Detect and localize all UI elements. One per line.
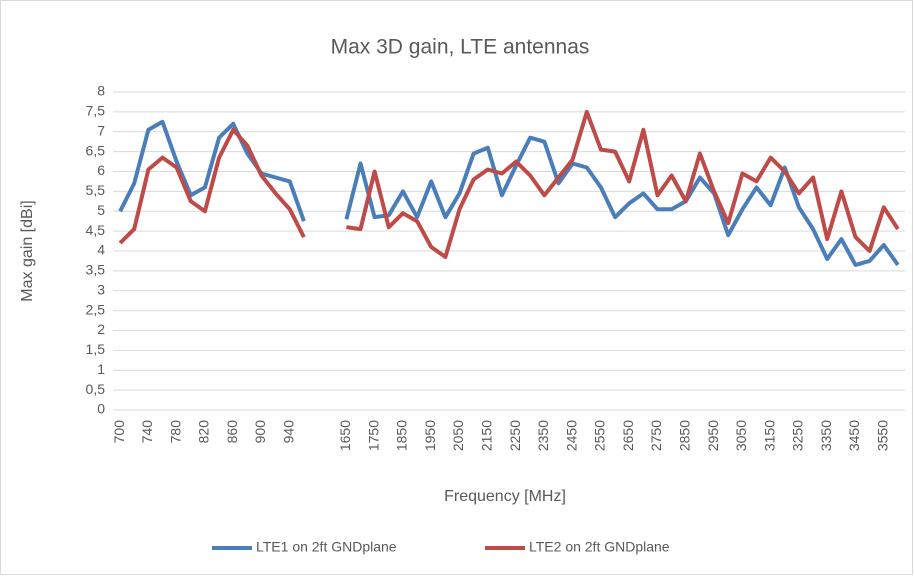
x-tick-label: 2950 — [705, 420, 721, 451]
y-tick-label: 1 — [97, 361, 105, 377]
y-tick-label: 2 — [97, 321, 105, 337]
y-tick-label: 8 — [97, 83, 105, 99]
y-tick-label: 5 — [97, 202, 105, 218]
x-tick-label: 2250 — [507, 420, 523, 451]
x-tick-label: 740 — [139, 420, 155, 444]
x-tick-label: 2450 — [563, 420, 579, 451]
y-tick-label: 6,5 — [86, 142, 106, 158]
y-tick-label: 6 — [97, 162, 105, 178]
x-tick-label: 3350 — [818, 420, 834, 451]
x-tick-label: 1750 — [365, 420, 381, 451]
x-tick-label: 940 — [280, 420, 296, 444]
x-tick-label: 3050 — [733, 420, 749, 451]
x-tick-label: 1850 — [394, 420, 410, 451]
y-tick-label: 0 — [97, 401, 105, 417]
series-line — [118, 109, 900, 259]
legend-label: LTE1 on 2ft GNDplane — [256, 539, 397, 555]
y-tick-label: 4 — [97, 242, 105, 258]
x-tick-label: 2150 — [478, 420, 494, 451]
series-line — [118, 119, 900, 267]
x-tick-label: 2350 — [535, 420, 551, 451]
legend-label: LTE2 on 2ft GNDplane — [529, 539, 670, 555]
x-tick-label: 2650 — [620, 420, 636, 451]
x-tick-label: 3450 — [846, 420, 862, 451]
x-tick-label: 2750 — [648, 420, 664, 451]
x-axis-label: Frequency [MHz] — [444, 488, 566, 505]
x-tick-label: 1950 — [422, 420, 438, 451]
x-tick-label: 820 — [196, 420, 212, 444]
x-tick-label: 1650 — [337, 420, 353, 451]
y-tick-label: 0,5 — [86, 381, 106, 397]
y-tick-label: 4,5 — [86, 222, 106, 238]
x-tick-label: 3250 — [790, 420, 806, 451]
y-tick-label: 5,5 — [86, 182, 106, 198]
x-tick-label: 2050 — [450, 420, 466, 451]
y-tick-label: 7 — [97, 122, 105, 138]
x-tick-label: 3550 — [874, 420, 890, 451]
x-tick-label: 780 — [167, 420, 183, 444]
y-tick-label: 7,5 — [86, 103, 106, 119]
y-tick-label: 3,5 — [86, 262, 106, 278]
y-tick-label: 2,5 — [86, 301, 106, 317]
x-tick-label: 2850 — [676, 420, 692, 451]
x-tick-label: 900 — [252, 420, 268, 444]
y-axis-label: Max gain [dBi] — [19, 200, 36, 301]
x-tick-label: 2550 — [592, 420, 608, 451]
y-tick-label: 3 — [97, 281, 105, 297]
x-tick-label: 3150 — [761, 420, 777, 451]
chart-title: Max 3D gain, LTE antennas — [331, 36, 590, 59]
y-tick-label: 1,5 — [86, 341, 106, 357]
x-tick-label: 860 — [224, 420, 240, 444]
x-tick-label: 700 — [111, 420, 127, 444]
